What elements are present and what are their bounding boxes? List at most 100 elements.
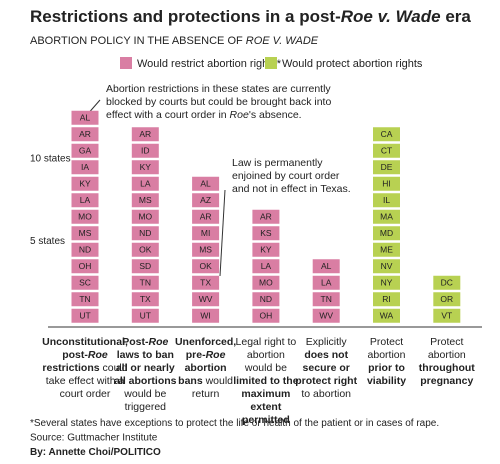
state-tile	[433, 292, 461, 307]
footnote: Source: Guttmacher Institute	[30, 432, 158, 443]
legend-swatch	[265, 57, 277, 69]
state-tile	[433, 308, 461, 323]
category-label-part: triggered	[125, 401, 167, 413]
category-label: abortion	[185, 362, 227, 374]
state-tile	[252, 259, 280, 274]
state-tile	[373, 242, 400, 257]
chart-title: Restrictions and protections in a post-R…	[30, 7, 471, 26]
footnote: *Several states have exceptions to prote…	[30, 418, 439, 429]
state-tile	[71, 110, 99, 125]
state-tile	[192, 176, 220, 191]
annotation-part: blocked by courts but could be brought b…	[106, 96, 331, 108]
state-label: SC	[79, 278, 91, 288]
state-label: DE	[381, 162, 393, 172]
y-tick-label: 10 states	[30, 154, 71, 165]
state-tile	[192, 226, 220, 241]
annotation-part: Abortion restrictions in these states ar…	[106, 83, 331, 95]
category-label: maximum	[241, 388, 290, 400]
category-label-part: post-	[62, 349, 88, 361]
category-label-part: secure or	[303, 362, 350, 374]
annotation-part: effect with a court order in	[106, 109, 230, 121]
state-tile	[131, 292, 159, 307]
state-label: LA	[261, 261, 272, 271]
category-label-part: pregnancy	[420, 375, 473, 387]
category-label: to abortion	[301, 388, 351, 400]
state-label: KY	[260, 245, 272, 255]
category-label: Explicitly	[306, 336, 348, 348]
state-label: SD	[139, 261, 151, 271]
state-tile	[373, 160, 400, 175]
category-label: Legal right to	[236, 336, 297, 348]
state-tile	[71, 226, 99, 241]
category-label: Protect	[370, 336, 403, 348]
state-label: AR	[260, 212, 272, 222]
category-label-part: maximum	[241, 388, 290, 400]
state-label: AZ	[200, 195, 211, 205]
state-label: KY	[79, 179, 91, 189]
state-label: VT	[441, 311, 452, 321]
category-label-part: extent	[250, 401, 281, 413]
category-label-part: would be	[123, 388, 166, 400]
state-tile	[71, 275, 99, 290]
category-label-part: Protect	[370, 336, 403, 348]
state-label: ME	[380, 245, 393, 255]
category-label-part: abortion	[247, 349, 285, 361]
annotation-part: Law is permanently	[232, 157, 323, 169]
category-label: secure or	[303, 362, 350, 374]
category-label: laws to ban	[117, 349, 174, 361]
state-label: AR	[79, 129, 91, 139]
state-tile	[433, 275, 461, 290]
state-tile	[131, 143, 159, 158]
chart-subtitle-part: ABORTION POLICY IN THE ABSENCE OF	[30, 35, 246, 47]
state-label: IA	[81, 162, 89, 172]
category-label-part: would	[203, 375, 234, 387]
state-tile	[373, 209, 400, 224]
state-tile	[131, 160, 159, 175]
state-label: OH	[260, 311, 273, 321]
state-tile	[192, 308, 220, 323]
state-tile	[192, 209, 220, 224]
state-label: MO	[138, 212, 152, 222]
state-tile	[131, 308, 159, 323]
category-label: would be	[123, 388, 166, 400]
category-label-part: Unconstitutional,	[42, 336, 128, 348]
category-label: abortion	[247, 349, 285, 361]
state-label: LA	[321, 278, 332, 288]
state-label: DC	[441, 278, 453, 288]
legend-label: Would restrict abortion rights*	[137, 58, 282, 70]
annotation: blocked by courts but could be brought b…	[106, 96, 331, 108]
category-label: throughout	[419, 362, 475, 374]
annotation-part: Roe	[230, 109, 249, 121]
state-tile	[192, 275, 220, 290]
category-label-part: abortion	[368, 349, 406, 361]
category-label: limited to the	[233, 375, 298, 387]
annotation: effect with a court order in Roe's absen…	[106, 109, 302, 121]
category-label-part: restrictions	[42, 362, 99, 374]
category-label-part: Unenforced,	[175, 336, 236, 348]
state-tile	[71, 292, 99, 307]
category-label-part: all abortions	[114, 375, 177, 387]
category-label: Protect	[430, 336, 463, 348]
category-label: pre-Roe	[186, 349, 226, 361]
state-label: RI	[382, 294, 391, 304]
category-label: court order	[60, 388, 111, 400]
category-label-part: court order	[60, 388, 111, 400]
state-tile	[373, 259, 400, 274]
state-label: MS	[199, 245, 212, 255]
category-label-part: Protect	[430, 336, 463, 348]
state-tile	[192, 193, 220, 208]
state-label: AL	[200, 179, 211, 189]
state-tile	[373, 143, 400, 158]
state-tile	[71, 242, 99, 257]
category-label-part: Roe	[149, 336, 169, 348]
category-label: return	[192, 388, 220, 400]
legend-swatch	[120, 57, 132, 69]
state-tile	[131, 127, 159, 142]
category-label: prior to	[368, 362, 405, 374]
state-tile	[373, 275, 400, 290]
category-label: post-Roe	[62, 349, 108, 361]
category-label-part: does not	[304, 349, 348, 361]
category-label-part: would be	[244, 362, 287, 374]
state-tile	[71, 259, 99, 274]
category-label: viability	[367, 375, 406, 387]
